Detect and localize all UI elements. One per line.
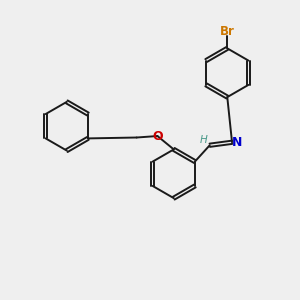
Text: Br: Br bbox=[220, 25, 235, 38]
Text: N: N bbox=[232, 136, 243, 149]
Text: H: H bbox=[199, 135, 207, 145]
Text: O: O bbox=[152, 130, 163, 142]
